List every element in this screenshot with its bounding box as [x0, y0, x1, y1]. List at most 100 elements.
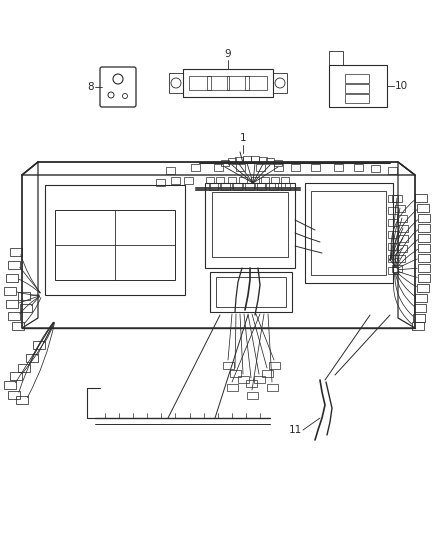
Bar — [412, 322, 424, 330]
Bar — [239, 177, 247, 183]
Bar — [311, 191, 386, 275]
Text: 1: 1 — [240, 133, 246, 143]
Bar — [290, 164, 300, 171]
Bar — [397, 245, 407, 252]
Bar — [12, 322, 24, 330]
Bar — [388, 243, 398, 249]
Bar — [207, 76, 229, 90]
Bar — [210, 272, 292, 312]
Bar — [388, 219, 398, 225]
Bar — [413, 314, 425, 322]
Bar — [26, 354, 38, 362]
Bar — [226, 384, 237, 391]
Bar — [345, 94, 369, 103]
Bar — [418, 224, 430, 232]
Bar — [235, 157, 243, 163]
Bar — [353, 164, 363, 171]
Bar — [243, 156, 251, 162]
Bar — [208, 182, 218, 190]
Bar — [255, 164, 265, 171]
Bar — [397, 214, 407, 222]
Bar — [33, 341, 45, 349]
Bar — [388, 230, 398, 238]
Bar — [184, 176, 192, 183]
Bar — [254, 376, 265, 383]
Bar — [8, 312, 20, 320]
Bar — [417, 204, 429, 212]
Bar — [247, 392, 258, 399]
Bar — [216, 277, 286, 307]
Bar — [205, 183, 295, 268]
Bar — [244, 182, 254, 190]
Bar — [10, 248, 22, 256]
Bar — [220, 182, 230, 190]
Bar — [155, 179, 165, 185]
Bar — [237, 376, 248, 383]
Bar — [418, 254, 430, 262]
Bar — [166, 166, 174, 174]
Bar — [18, 364, 30, 372]
Bar — [213, 164, 223, 171]
Bar — [311, 164, 319, 171]
Text: 11: 11 — [289, 425, 302, 435]
Bar — [418, 274, 430, 282]
Text: 8: 8 — [87, 82, 94, 92]
Bar — [261, 369, 272, 376]
Bar — [251, 156, 259, 162]
Bar — [261, 177, 269, 183]
Bar — [388, 266, 398, 273]
Bar — [266, 158, 274, 164]
Bar — [398, 224, 408, 231]
Bar — [45, 185, 185, 295]
Bar — [18, 292, 30, 300]
Bar — [230, 369, 240, 376]
Bar — [418, 264, 430, 272]
Bar — [251, 177, 259, 183]
Bar — [273, 164, 283, 171]
Bar — [233, 182, 241, 190]
Bar — [268, 182, 278, 190]
Bar — [305, 183, 393, 283]
Bar — [414, 304, 426, 312]
Bar — [388, 166, 396, 174]
Bar — [271, 177, 279, 183]
Bar — [223, 361, 233, 368]
Bar — [16, 396, 28, 404]
Bar — [345, 74, 369, 83]
Bar — [415, 294, 427, 302]
Bar — [418, 214, 430, 222]
Bar — [206, 177, 214, 183]
Text: 10: 10 — [395, 81, 408, 91]
Bar — [329, 51, 343, 65]
Bar — [10, 372, 22, 380]
Bar — [183, 69, 273, 97]
Bar — [268, 361, 279, 368]
Bar — [418, 234, 430, 242]
Bar — [4, 287, 16, 295]
Bar — [371, 165, 379, 172]
Bar — [333, 164, 343, 171]
Bar — [55, 210, 175, 280]
Bar — [228, 158, 236, 164]
Bar — [228, 177, 236, 183]
Bar — [8, 261, 20, 269]
Bar — [392, 195, 402, 201]
Bar — [273, 73, 287, 93]
Text: 9: 9 — [225, 49, 231, 59]
Bar — [417, 284, 429, 292]
Bar — [266, 384, 278, 391]
Bar — [245, 76, 267, 90]
Bar — [345, 84, 369, 93]
Bar — [191, 164, 199, 171]
Bar — [281, 177, 289, 183]
Bar — [259, 157, 267, 163]
Bar — [169, 73, 183, 93]
Bar — [257, 182, 265, 190]
Bar — [236, 164, 244, 171]
Bar — [8, 391, 20, 399]
Bar — [189, 76, 211, 90]
Bar — [4, 381, 16, 389]
Bar — [415, 194, 427, 202]
Bar — [274, 160, 282, 166]
Bar — [398, 235, 408, 241]
